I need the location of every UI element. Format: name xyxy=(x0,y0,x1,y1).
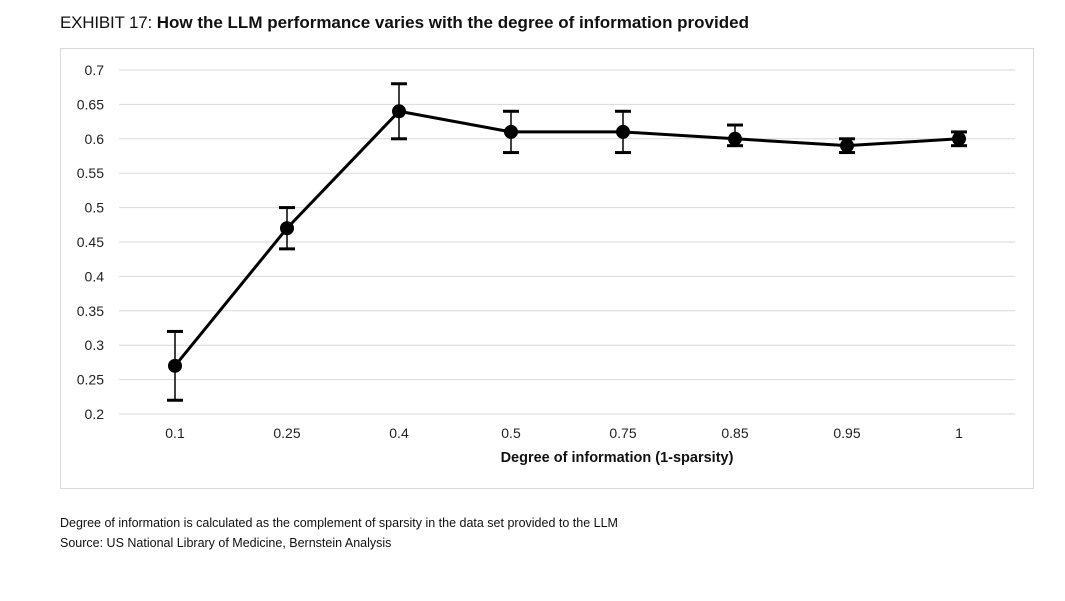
series-line xyxy=(173,109,960,367)
y-tick-label: 0.3 xyxy=(85,337,105,353)
chart-footnote: Degree of information is calculated as t… xyxy=(60,516,618,530)
chart-frame: 0.7 0.65 0.6 0.55 0.5 0.45 0.4 0.35 0.3 0.25 0.2 0.… xyxy=(60,48,1034,489)
data-point xyxy=(728,131,742,146)
data-point xyxy=(504,124,518,139)
x-tick-label: 0.4 xyxy=(389,425,409,441)
x-tick-label: 0.75 xyxy=(609,425,636,441)
x-tick-label: 0.25 xyxy=(273,425,300,441)
y-tick-label: 0.6 xyxy=(85,131,105,147)
data-point xyxy=(952,131,966,146)
y-tick-label: 0.45 xyxy=(77,234,104,250)
data-point xyxy=(840,138,854,153)
line-chart: 0.7 0.65 0.6 0.55 0.5 0.45 0.4 0.35 0.3 0.25 0.2 0.… xyxy=(77,62,1015,466)
chart-source: Source: US National Library of Medicine,… xyxy=(60,536,392,550)
data-point xyxy=(168,358,182,373)
exhibit-label: EXHIBIT 17: xyxy=(60,13,152,32)
x-tick-label: 0.85 xyxy=(721,425,748,441)
y-tick-label: 0.4 xyxy=(85,268,105,284)
y-tick-label: 0.55 xyxy=(77,165,104,181)
chart-title: How the LLM performance varies with the … xyxy=(156,13,749,32)
x-tick-label: 0.1 xyxy=(165,425,185,441)
y-tick-label: 0.2 xyxy=(85,406,105,422)
y-tick-label: 0.25 xyxy=(77,372,104,388)
y-tick-label: 0.65 xyxy=(77,96,104,112)
x-axis-title: Degree of information (1-sparsity) xyxy=(501,450,734,466)
x-tick-label: 0.5 xyxy=(501,425,521,441)
exhibit-title: EXHIBIT 17: How the LLM performance vari… xyxy=(60,13,749,33)
y-tick-label: 0.7 xyxy=(85,62,105,78)
x-tick-label: 1 xyxy=(955,425,963,441)
y-tick-label: 0.5 xyxy=(85,200,105,216)
data-point xyxy=(392,104,406,119)
y-tick-label: 0.35 xyxy=(77,303,104,319)
x-tick-label: 0.95 xyxy=(833,425,860,441)
data-point xyxy=(616,124,630,139)
data-point xyxy=(280,221,294,236)
